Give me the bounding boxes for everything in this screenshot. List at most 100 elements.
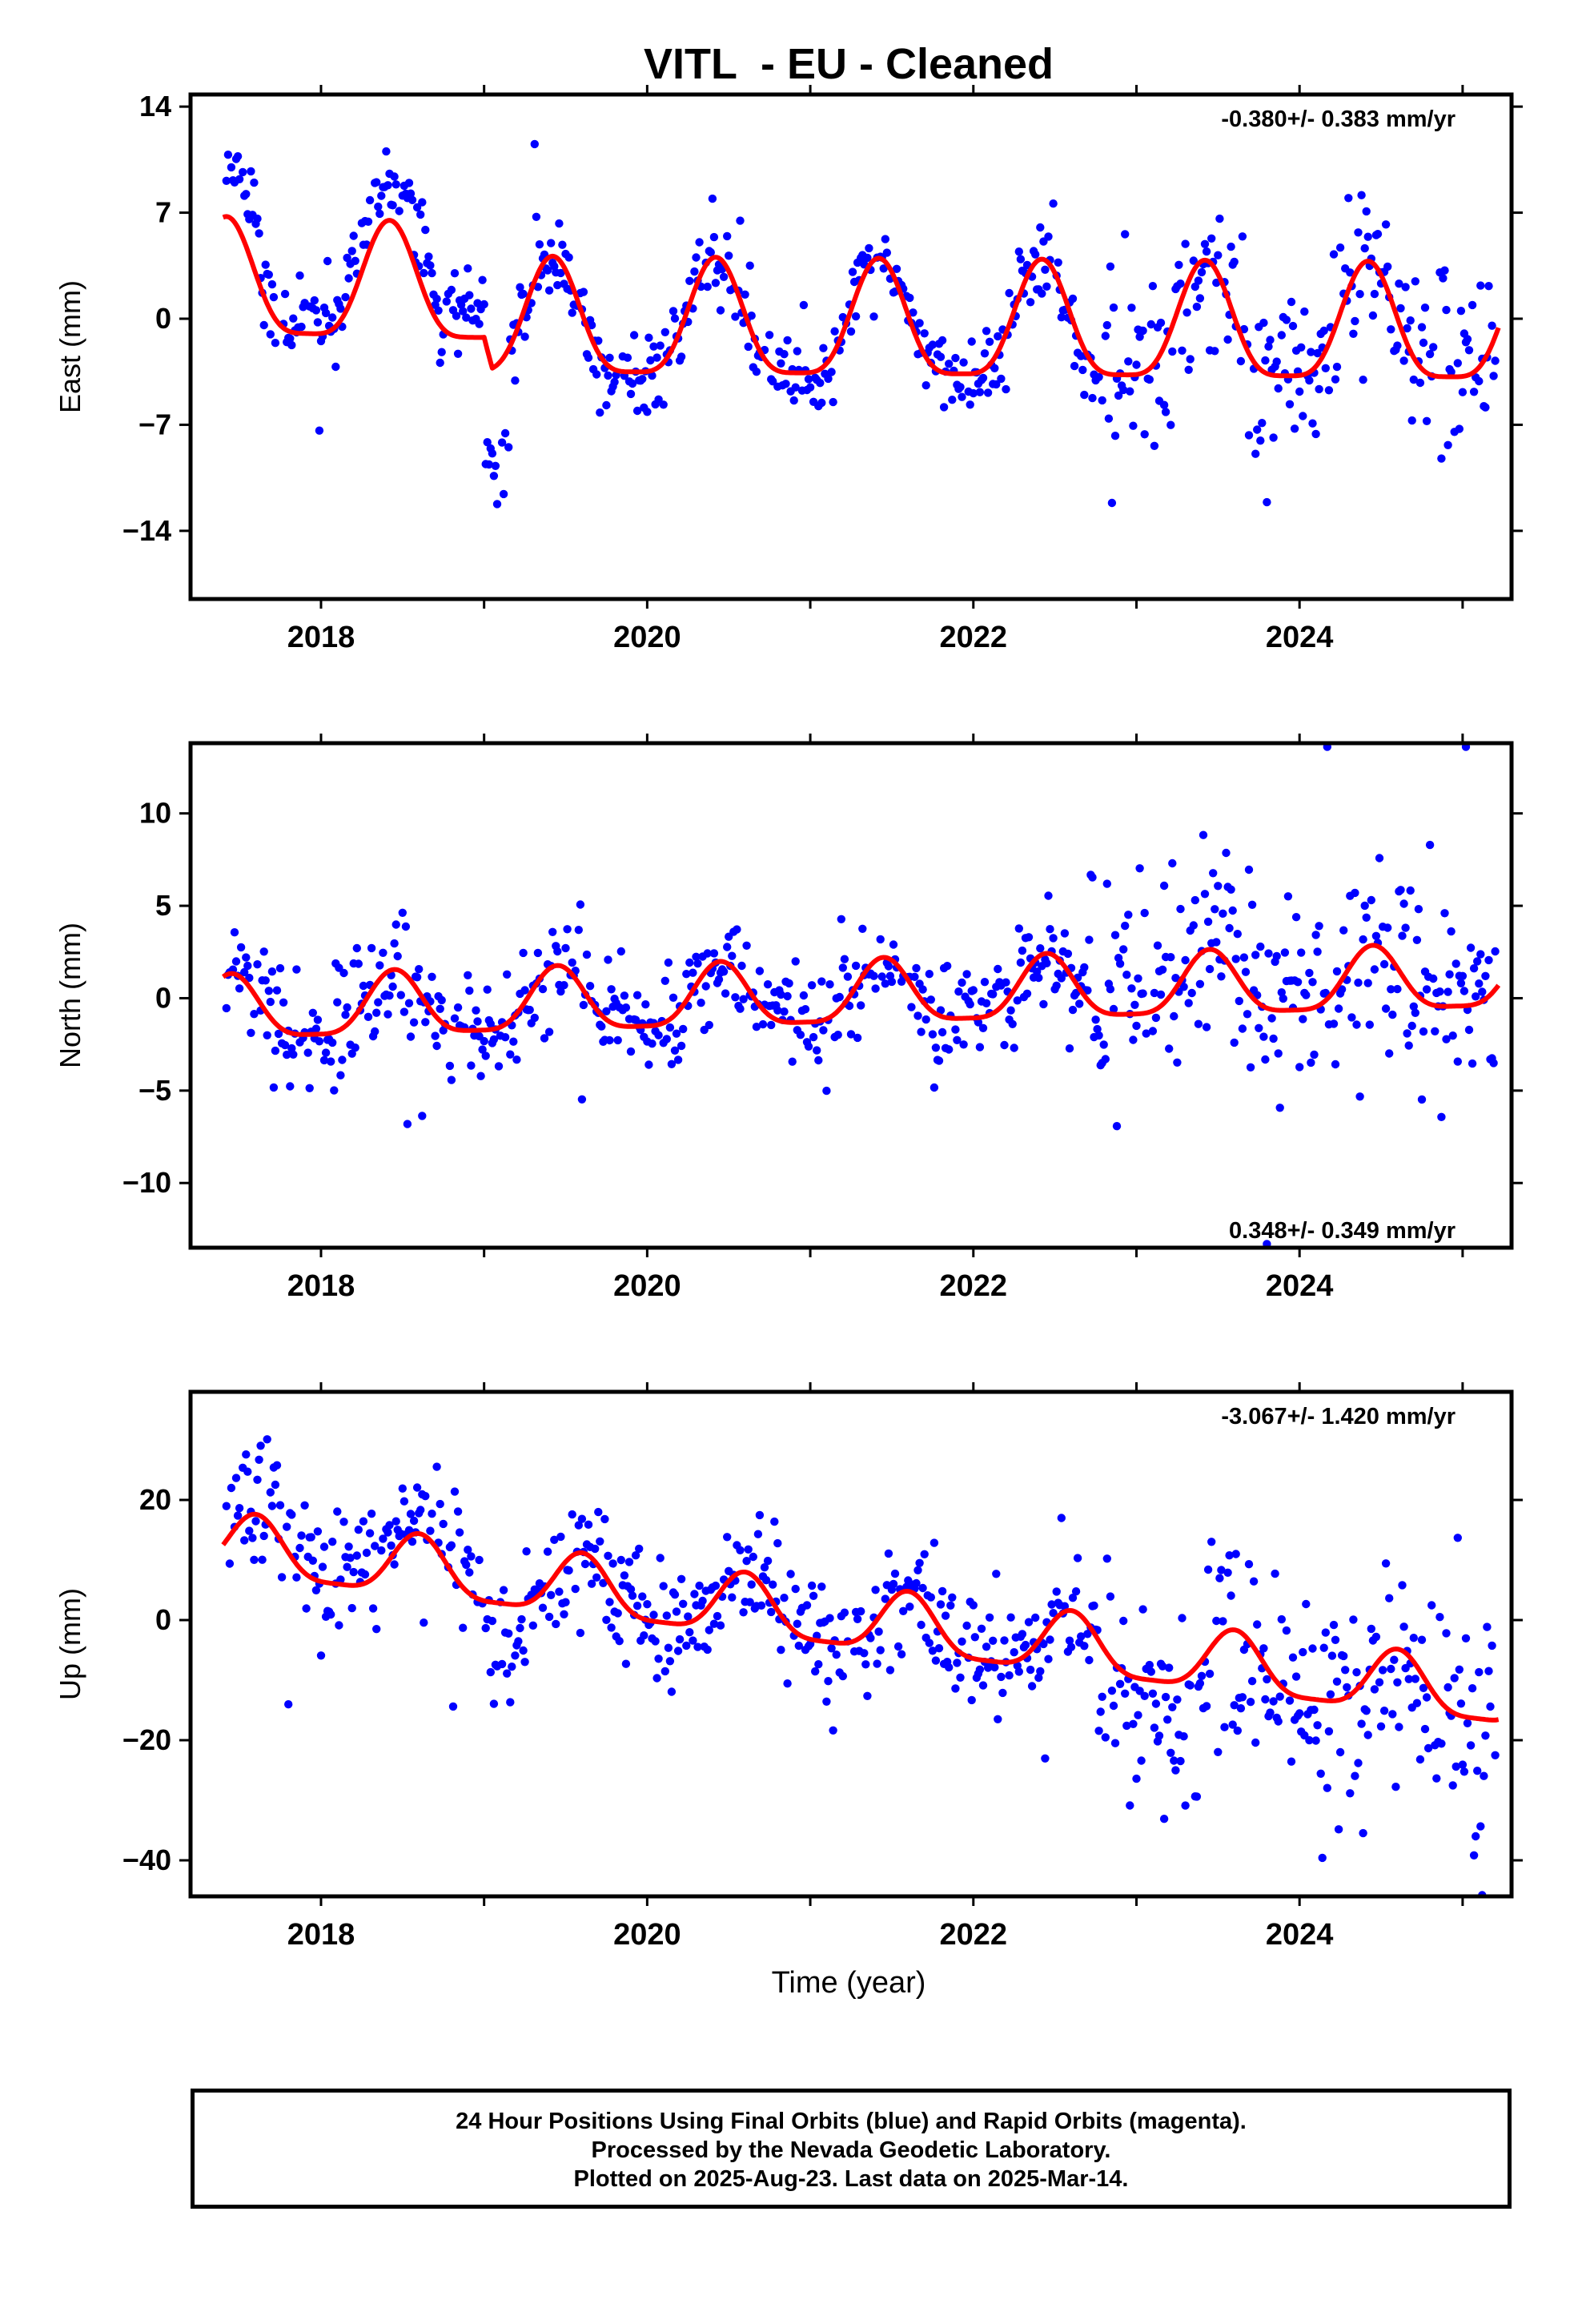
data-point: [893, 1642, 903, 1651]
data-point: [349, 1567, 358, 1577]
data-point: [338, 1055, 347, 1064]
data-point: [632, 1602, 642, 1610]
data-point: [631, 1551, 640, 1560]
data-point: [442, 297, 451, 306]
data-point: [977, 1624, 986, 1634]
data-point: [494, 1062, 504, 1071]
data-point: [1200, 890, 1210, 899]
data-point: [543, 1547, 552, 1556]
data-point: [497, 1659, 507, 1669]
data-point: [1022, 260, 1032, 270]
data-point: [1132, 1021, 1141, 1031]
data-point: [1233, 930, 1243, 939]
data-point: [794, 1641, 803, 1651]
data-point: [580, 1559, 590, 1569]
scatter-points-north: [222, 743, 1500, 1248]
data-point: [719, 272, 729, 281]
data-point: [1291, 1672, 1301, 1681]
data-point: [230, 928, 239, 937]
data-point: [1187, 988, 1196, 998]
data-point: [801, 1005, 810, 1014]
data-point: [561, 1598, 570, 1606]
data-point: [1134, 1711, 1142, 1719]
data-point: [723, 231, 732, 241]
data-point: [579, 287, 588, 296]
data-point: [1275, 1692, 1284, 1701]
data-point: [391, 180, 400, 189]
data-point: [412, 973, 422, 982]
data-point: [426, 261, 435, 270]
data-point: [805, 383, 815, 392]
data-point: [769, 1580, 777, 1589]
data-point: [1184, 999, 1193, 1007]
data-point: [1258, 419, 1267, 428]
data-point: [1247, 1677, 1257, 1686]
scatter-points-east: [222, 139, 1500, 509]
data-point: [1000, 1636, 1009, 1645]
data-point: [506, 1050, 515, 1059]
data-point: [319, 1542, 329, 1551]
data-point: [1385, 1049, 1394, 1058]
data-point: [543, 266, 552, 275]
data-point: [755, 1510, 765, 1520]
data-point: [424, 252, 433, 261]
data-point: [1371, 1632, 1381, 1642]
data-point: [1488, 321, 1496, 330]
data-point: [649, 342, 658, 351]
data-point: [343, 1562, 351, 1571]
data-point: [649, 1610, 658, 1619]
data-point: [437, 348, 446, 356]
data-point: [661, 1667, 669, 1676]
data-point: [1411, 1675, 1420, 1683]
data-point: [851, 312, 861, 321]
data-point: [1313, 348, 1322, 358]
data-point: [261, 260, 270, 269]
data-point: [1107, 498, 1117, 508]
data-point: [742, 941, 751, 951]
data-point: [1126, 1801, 1134, 1810]
y-tick-label: 20: [139, 1483, 171, 1516]
data-point: [851, 961, 861, 971]
data-point: [1039, 999, 1048, 1009]
data-point: [302, 1604, 311, 1613]
data-point: [275, 963, 285, 973]
data-point: [661, 328, 669, 336]
data-point: [1378, 1666, 1387, 1675]
data-point: [915, 319, 924, 328]
data-point: [1101, 1055, 1110, 1063]
data-point: [644, 333, 653, 342]
data-point: [1319, 326, 1328, 336]
data-point: [346, 1554, 355, 1562]
data-point: [1236, 356, 1246, 366]
data-point: [308, 1008, 317, 1018]
data-point: [1491, 947, 1500, 956]
data-point: [829, 1726, 837, 1735]
data-point: [544, 1612, 554, 1622]
data-point: [1000, 1040, 1009, 1050]
data-point: [913, 1011, 922, 1020]
data-point: [1387, 985, 1395, 994]
data-point: [1102, 320, 1112, 330]
data-point: [728, 951, 737, 960]
data-point: [568, 958, 576, 967]
data-point: [819, 1026, 828, 1035]
data-point: [1106, 985, 1115, 994]
data-point: [1368, 311, 1378, 320]
data-point: [1318, 1853, 1327, 1863]
data-point: [1437, 1739, 1446, 1748]
data-point: [785, 979, 793, 988]
data-point: [1409, 1002, 1419, 1011]
data-point: [1332, 362, 1342, 372]
data-point: [491, 461, 500, 470]
data-point: [793, 1619, 801, 1628]
data-point: [869, 312, 878, 321]
data-point: [1176, 279, 1185, 288]
data-point: [328, 1538, 337, 1546]
data-point: [1346, 1789, 1355, 1798]
data-point: [1192, 1792, 1202, 1801]
data-point: [1360, 901, 1369, 911]
data-point: [331, 362, 340, 372]
data-point: [1026, 1665, 1035, 1675]
data-point: [1148, 282, 1158, 291]
data-point: [1458, 1760, 1468, 1769]
